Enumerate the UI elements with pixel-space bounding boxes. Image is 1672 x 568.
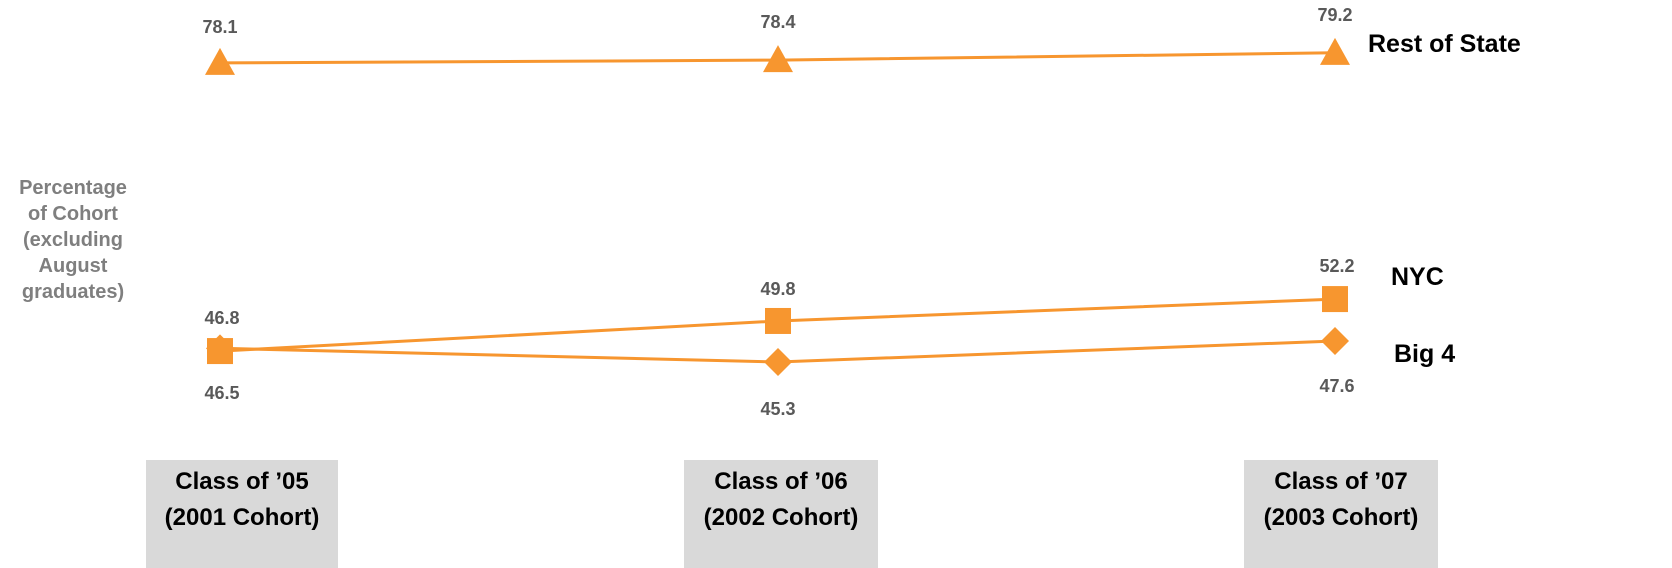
data-label: 47.6 [1319, 376, 1354, 396]
data-label: 45.3 [760, 399, 795, 419]
data-point-triangle [205, 47, 235, 75]
data-point-diamond [1321, 327, 1349, 356]
x-category-label: Class of ’07 (2003 Cohort) [1244, 460, 1438, 568]
y-axis-label-line: August [38, 255, 108, 277]
data-label: 46.8 [204, 308, 239, 328]
x-category-line: (2002 Cohort) [703, 504, 859, 531]
data-point-triangle [1320, 37, 1350, 65]
series-label: Big 4 [1394, 340, 1455, 368]
data-label: 78.4 [760, 12, 795, 32]
data-point-square [765, 307, 791, 334]
y-axis-label-line: Percentage [19, 177, 127, 199]
data-label: 49.8 [760, 279, 795, 299]
data-label: 78.1 [202, 17, 237, 37]
x-category-line: (2003 Cohort) [1263, 504, 1419, 531]
series-label: Rest of State [1368, 30, 1521, 58]
x-category-label: Class of ’05 (2001 Cohort) [146, 460, 338, 568]
data-point-square [1322, 286, 1348, 313]
x-category-label: Class of ’06 (2002 Cohort) [684, 460, 878, 568]
data-label: 46.5 [204, 383, 239, 403]
y-axis-label-line: graduates) [21, 281, 125, 303]
x-category-line: (2001 Cohort) [164, 504, 320, 531]
data-label: 52.2 [1319, 256, 1354, 276]
series-label: NYC [1391, 263, 1444, 291]
y-axis-label-line: of Cohort [28, 203, 118, 225]
x-category-line: Class of ’07 [1274, 468, 1408, 495]
data-point-diamond [206, 334, 234, 363]
data-point-diamond [764, 348, 792, 377]
data-point-triangle [763, 45, 793, 73]
data-label: 79.2 [1317, 5, 1352, 25]
x-category-line: Class of ’06 [714, 468, 848, 495]
x-category-line: Class of ’05 [175, 468, 309, 495]
y-axis-label: Percentage of Cohort (excluding August g… [0, 175, 146, 305]
y-axis-label-line: (excluding [22, 229, 123, 251]
